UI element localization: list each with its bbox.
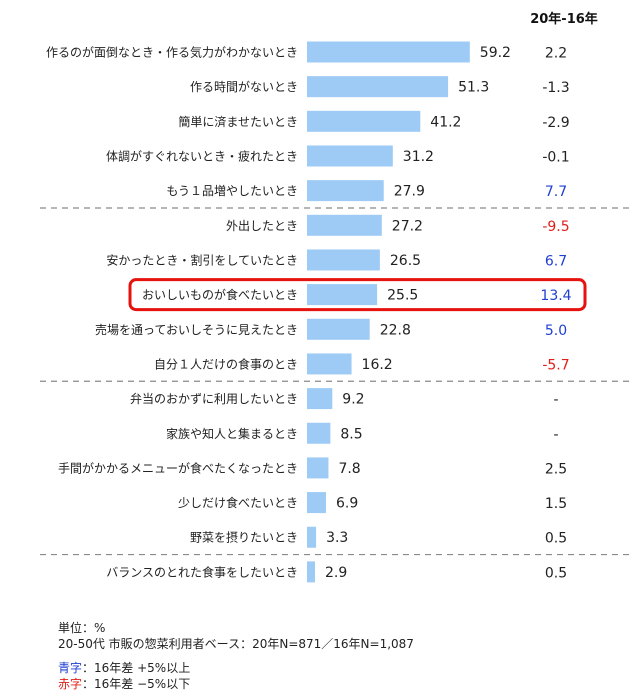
category-label: もう１品増やしたいとき — [166, 184, 298, 198]
diff-label: -5.7 — [542, 357, 569, 373]
legend-blue-text: ：16年差 +5%以上 — [82, 661, 191, 675]
legend-red: 赤字：16年差 −5%以下 — [58, 676, 190, 692]
color-legend: 青字：16年差 +5%以上 赤字：16年差 −5%以下 — [58, 660, 190, 692]
legend-red-word: 赤字 — [58, 677, 83, 691]
value-label: 41.2 — [430, 114, 461, 130]
diff-label: - — [553, 427, 558, 443]
bar — [307, 284, 378, 306]
bar — [307, 526, 317, 548]
legend-blue: 青字：16年差 +5%以上 — [58, 660, 190, 676]
highlight-box — [128, 278, 587, 312]
value-label: 3.3 — [326, 530, 348, 546]
value-label: 7.8 — [338, 461, 360, 477]
chart-notes: 単位：% 20-50代 市販の惣菜利用者ベース：20年N=871／16年N=1,… — [58, 620, 414, 652]
diff-label: 13.4 — [540, 288, 571, 304]
category-label: 野菜を摂りたいとき — [190, 530, 298, 545]
value-label: 22.8 — [380, 322, 411, 338]
category-label: 弁当のおかずに利用したいとき — [130, 391, 298, 406]
category-label: 家族や知人と集まるとき — [166, 426, 298, 441]
bar — [307, 180, 384, 202]
category-label: 安かったとき・割引をしていたとき — [106, 252, 298, 267]
bar — [307, 353, 352, 375]
value-label: 2.9 — [325, 565, 347, 581]
diff-label: 6.7 — [545, 253, 567, 269]
value-label: 27.9 — [394, 184, 425, 200]
diff-label: - — [553, 392, 558, 408]
value-label: 31.2 — [403, 149, 434, 165]
diff-label: 0.5 — [545, 565, 567, 581]
value-label: 25.5 — [387, 288, 418, 304]
bar — [307, 214, 382, 236]
category-label: 作る時間がないとき — [190, 79, 298, 94]
diff-label: 2.5 — [545, 461, 567, 477]
category-label: 売場を通っておいしそうに見えたとき — [95, 322, 298, 337]
category-label: 簡単に済ませたいとき — [178, 114, 298, 129]
base-note: 20-50代 市販の惣菜利用者ベース：20年N=871／16年N=1,087 — [58, 637, 414, 651]
category-label: 体調がすぐれないとき・疲れたとき — [106, 148, 298, 163]
diff-label: -1.3 — [542, 80, 569, 96]
value-label: 6.9 — [336, 496, 358, 512]
value-label: 51.3 — [458, 80, 489, 96]
legend-red-text: ：16年差 −5%以下 — [82, 677, 191, 691]
bar — [307, 561, 315, 583]
category-label: バランスのとれた食事をしたいとき — [106, 564, 298, 579]
diff-label: 2.2 — [545, 46, 567, 62]
category-label: 手間がかかるメニューが食べたくなったとき — [58, 460, 298, 475]
bar — [307, 457, 329, 479]
bar — [307, 422, 331, 444]
diff-label: -0.1 — [542, 149, 569, 165]
bar — [307, 110, 421, 132]
bar — [307, 249, 380, 271]
category-label: 作るのが面倒なとき・作る気力がわかないとき — [46, 45, 298, 60]
category-label: おいしいものが食べたいとき — [142, 287, 298, 302]
bar — [307, 145, 393, 167]
value-label: 9.2 — [342, 392, 364, 408]
diff-label: -9.5 — [542, 219, 569, 235]
diff-label: 7.7 — [545, 184, 567, 200]
category-label: 外出したとき — [226, 219, 298, 233]
diff-label: 1.5 — [545, 496, 567, 512]
value-label: 27.2 — [392, 218, 423, 234]
chart-area: 作るのが面倒なとき・作る気力がわかないとき 59.2 2.2 作る時間がないとき 51.… — [40, 41, 632, 583]
diff-label: 5.0 — [545, 323, 567, 339]
bar — [307, 492, 326, 514]
value-label: 8.5 — [340, 426, 362, 442]
value-label: 59.2 — [480, 45, 511, 61]
category-label: 少しだけ食べたいとき — [178, 495, 298, 510]
value-label: 16.2 — [362, 357, 393, 373]
bar — [307, 41, 470, 63]
bar — [307, 76, 449, 98]
bar — [307, 318, 370, 340]
category-label: 自分１人だけの食事のとき — [154, 356, 298, 371]
diff-column-header: 20年-16年 — [530, 12, 598, 27]
bar — [307, 388, 333, 410]
unit-note: 単位：% — [58, 621, 106, 635]
diff-label: -2.9 — [542, 115, 569, 131]
diff-label: 0.5 — [545, 531, 567, 547]
legend-blue-word: 青字 — [58, 661, 83, 675]
value-label: 26.5 — [390, 253, 421, 269]
